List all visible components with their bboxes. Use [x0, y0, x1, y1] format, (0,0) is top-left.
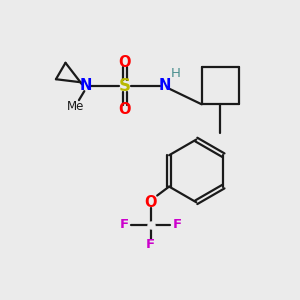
Text: F: F [120, 218, 129, 231]
Text: F: F [146, 238, 155, 251]
Text: F: F [172, 218, 182, 231]
Text: N: N [80, 78, 92, 93]
Text: O: O [118, 55, 131, 70]
Text: O: O [118, 102, 131, 117]
Text: O: O [144, 195, 157, 210]
Text: S: S [118, 77, 130, 95]
Text: N: N [159, 78, 171, 93]
Text: Me: Me [67, 100, 84, 113]
Text: H: H [170, 67, 180, 80]
